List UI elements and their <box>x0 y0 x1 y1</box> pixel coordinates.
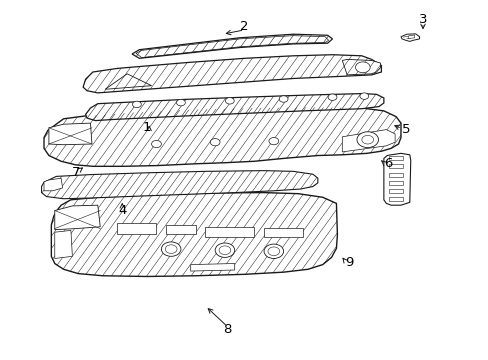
Polygon shape <box>342 59 380 75</box>
Text: 8: 8 <box>223 323 231 336</box>
Polygon shape <box>55 230 72 258</box>
Polygon shape <box>388 189 403 193</box>
Circle shape <box>279 96 287 102</box>
Polygon shape <box>407 35 414 39</box>
Polygon shape <box>388 181 403 185</box>
Polygon shape <box>132 34 332 58</box>
Circle shape <box>359 93 368 99</box>
Polygon shape <box>83 55 381 93</box>
Text: 6: 6 <box>384 157 392 170</box>
Polygon shape <box>44 107 400 166</box>
Text: 5: 5 <box>401 123 409 136</box>
Circle shape <box>132 101 141 108</box>
Circle shape <box>264 244 283 258</box>
Polygon shape <box>85 94 383 121</box>
Circle shape <box>267 247 279 256</box>
Circle shape <box>161 242 181 256</box>
Polygon shape <box>41 171 317 199</box>
Polygon shape <box>264 228 303 237</box>
Text: 3: 3 <box>418 13 427 26</box>
Circle shape <box>151 140 161 148</box>
Circle shape <box>225 98 234 104</box>
Polygon shape <box>388 173 403 177</box>
Polygon shape <box>49 123 92 145</box>
Polygon shape <box>205 227 254 237</box>
Circle shape <box>165 245 177 253</box>
Circle shape <box>215 243 234 257</box>
Polygon shape <box>342 130 394 152</box>
Text: 9: 9 <box>345 256 353 269</box>
Circle shape <box>176 99 185 106</box>
Polygon shape <box>51 193 337 276</box>
Polygon shape <box>166 225 195 234</box>
Polygon shape <box>190 264 234 271</box>
Circle shape <box>268 138 278 145</box>
Polygon shape <box>383 153 410 205</box>
Polygon shape <box>400 34 419 41</box>
Polygon shape <box>388 197 403 201</box>
Circle shape <box>219 246 230 255</box>
Circle shape <box>355 62 369 73</box>
Text: 2: 2 <box>240 21 248 33</box>
Circle shape <box>361 135 373 144</box>
Text: 7: 7 <box>71 166 80 179</box>
Polygon shape <box>105 74 151 89</box>
Circle shape <box>356 132 378 148</box>
Text: 4: 4 <box>118 204 126 217</box>
Polygon shape <box>388 156 403 160</box>
Circle shape <box>210 139 220 146</box>
Polygon shape <box>44 178 62 191</box>
Polygon shape <box>388 164 403 168</box>
Circle shape <box>327 94 336 100</box>
Polygon shape <box>117 223 156 234</box>
Polygon shape <box>55 205 100 230</box>
Text: 1: 1 <box>142 121 151 134</box>
